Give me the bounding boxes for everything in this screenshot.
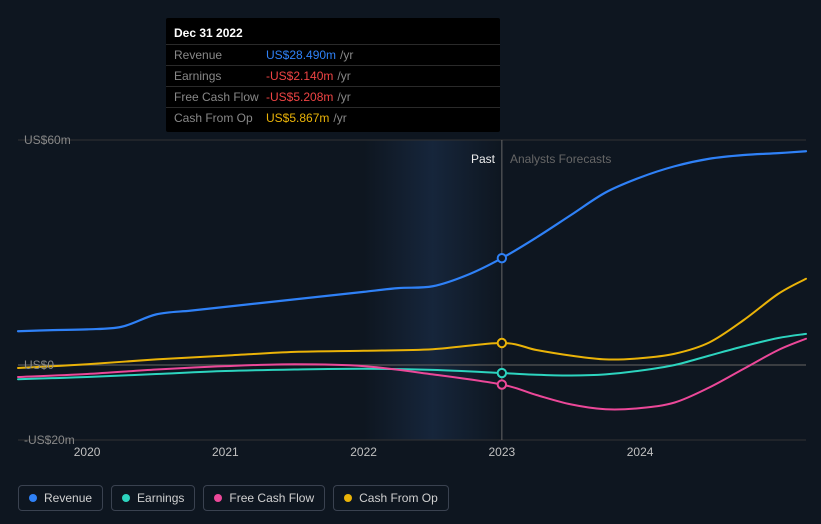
legend-item-fcf[interactable]: Free Cash Flow bbox=[203, 485, 325, 511]
legend-item-cfo[interactable]: Cash From Op bbox=[333, 485, 449, 511]
tooltip-metric-label: Cash From Op bbox=[174, 110, 266, 126]
tooltip-metric-value: -US$5.208m bbox=[266, 89, 333, 105]
x-tick-label: 2020 bbox=[74, 445, 101, 459]
x-tick-label: 2023 bbox=[489, 445, 516, 459]
x-tick-label: 2021 bbox=[212, 445, 239, 459]
tooltip-date: Dec 31 2022 bbox=[166, 24, 500, 44]
tooltip-unit: /yr bbox=[333, 110, 346, 126]
y-tick-label: -US$20m bbox=[24, 433, 75, 447]
cfo-color-dot bbox=[344, 494, 352, 502]
chart-legend: Revenue Earnings Free Cash Flow Cash From O… bbox=[18, 485, 449, 511]
legend-label: Cash From Op bbox=[359, 491, 438, 505]
x-tick-label: 2022 bbox=[350, 445, 377, 459]
fcf-color-dot bbox=[214, 494, 222, 502]
y-tick-label: US$0 bbox=[24, 358, 54, 372]
legend-item-earnings[interactable]: Earnings bbox=[111, 485, 195, 511]
tooltip-metric-value: US$5.867m bbox=[266, 110, 329, 126]
chart-tooltip: Dec 31 2022 RevenueUS$28.490m/yrEarnings… bbox=[166, 18, 500, 132]
tooltip-row: Earnings-US$2.140m/yr bbox=[166, 65, 500, 86]
y-tick-label: US$60m bbox=[24, 133, 71, 147]
tooltip-metric-label: Earnings bbox=[174, 68, 266, 84]
tooltip-metric-label: Revenue bbox=[174, 47, 266, 63]
legend-label: Earnings bbox=[137, 491, 184, 505]
tooltip-row: RevenueUS$28.490m/yr bbox=[166, 44, 500, 65]
legend-label: Free Cash Flow bbox=[229, 491, 314, 505]
revenue-color-dot bbox=[29, 494, 37, 502]
legend-item-revenue[interactable]: Revenue bbox=[18, 485, 103, 511]
tooltip-metric-label: Free Cash Flow bbox=[174, 89, 266, 105]
tooltip-metric-value: -US$2.140m bbox=[266, 68, 333, 84]
tooltip-row: Free Cash Flow-US$5.208m/yr bbox=[166, 86, 500, 107]
forecasts-label: Analysts Forecasts bbox=[510, 152, 611, 166]
tooltip-metric-value: US$28.490m bbox=[266, 47, 336, 63]
past-label: Past bbox=[471, 152, 495, 166]
tooltip-unit: /yr bbox=[340, 47, 353, 63]
tooltip-row: Cash From OpUS$5.867m/yr bbox=[166, 107, 500, 128]
x-tick-label: 2024 bbox=[627, 445, 654, 459]
axis-labels-layer: US$60mUS$0-US$20m 20202021202220232024 bbox=[18, 125, 806, 440]
legend-label: Revenue bbox=[44, 491, 92, 505]
tooltip-unit: /yr bbox=[337, 68, 350, 84]
earnings-color-dot bbox=[122, 494, 130, 502]
tooltip-unit: /yr bbox=[337, 89, 350, 105]
